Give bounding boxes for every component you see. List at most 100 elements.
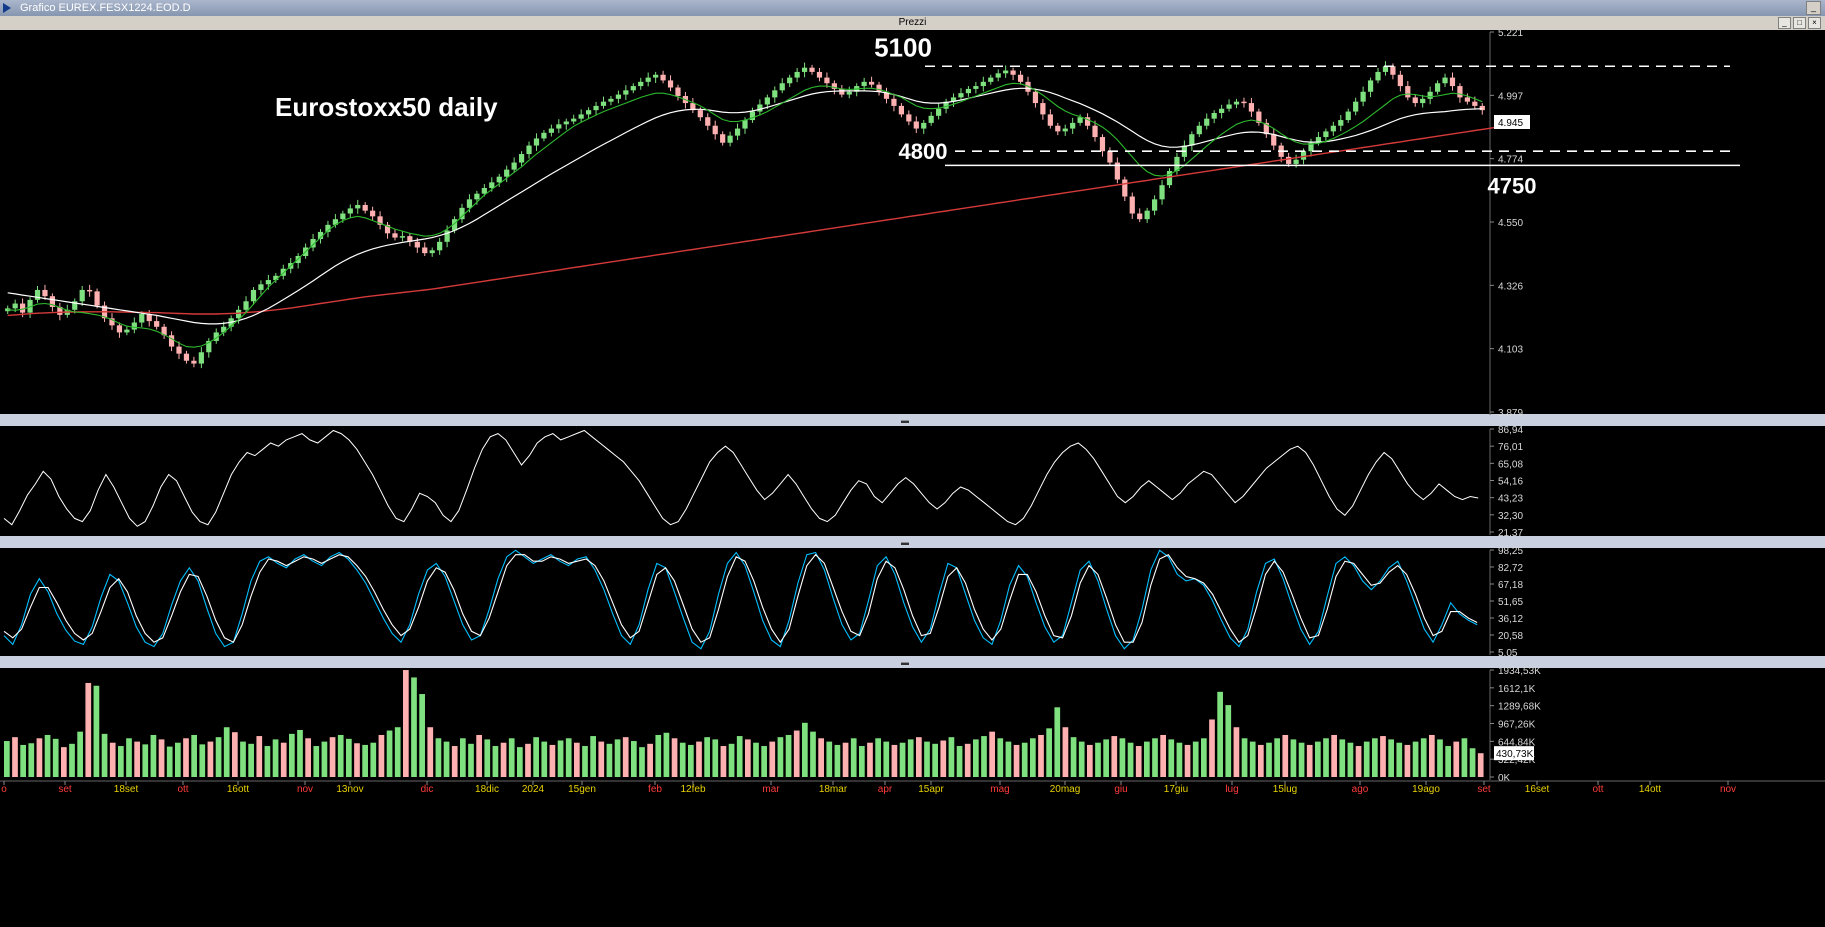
volume-bar — [948, 737, 955, 777]
volume-bar — [1477, 753, 1484, 777]
x-tick-label: 16set — [1525, 784, 1550, 795]
panel-separator — [0, 656, 1825, 668]
window-title: Grafico EUREX.FESX1224.EOD.D — [20, 2, 191, 14]
candle-body — [1211, 112, 1217, 119]
panel-maximize-button[interactable]: □ — [1793, 17, 1806, 29]
candle-body — [1166, 171, 1173, 186]
candle-body — [347, 208, 353, 214]
candle-body — [451, 219, 458, 231]
y-tick-label: 1289,68K — [1498, 702, 1541, 713]
panel-minimize-button[interactable]: _ — [1778, 17, 1791, 29]
volume-bar — [1192, 741, 1199, 777]
x-tick-label: 18set — [114, 784, 139, 795]
volume-bar — [907, 739, 914, 777]
x-tick-label: 15apr — [918, 784, 944, 795]
volume-bar — [1404, 744, 1411, 777]
candle-body — [667, 80, 674, 88]
candle-body — [317, 231, 324, 239]
candle-body — [720, 134, 726, 143]
candle-body — [645, 77, 651, 82]
volume-bar — [924, 741, 930, 777]
candle-body — [653, 74, 659, 78]
candle-body — [1308, 142, 1314, 152]
volume-bar — [370, 742, 377, 777]
volume-bar — [565, 738, 572, 777]
volume-bar — [525, 743, 531, 777]
volume-bar — [574, 742, 580, 777]
x-tick-label: mar — [762, 784, 780, 795]
volume-bar — [1013, 744, 1020, 777]
candle-body — [191, 360, 197, 364]
volume-bar — [1176, 742, 1183, 777]
y-tick-label: 1934,53K — [1498, 666, 1541, 677]
candle-body — [787, 77, 793, 84]
volume-bar — [826, 741, 833, 777]
x-tick-label: 20mag — [1050, 784, 1081, 795]
volume-bar — [956, 746, 963, 777]
candle-body — [355, 205, 361, 209]
candle-body — [1457, 86, 1463, 98]
candle-body — [764, 97, 770, 105]
candle-body — [42, 289, 48, 297]
volume-bar — [1144, 741, 1150, 777]
chart-area[interactable]: ▬ ▬ ▬ 5.221 4.997 4.774 4.550 4.326 4.103 3.879 51… — [0, 30, 1825, 927]
candle-body — [213, 332, 219, 341]
candle-body — [980, 81, 986, 87]
candle-body — [1204, 118, 1210, 126]
candle-body — [1315, 137, 1322, 143]
volume-bar — [1233, 727, 1240, 777]
y-tick-label: 322,42K — [1498, 755, 1536, 766]
candle-body — [243, 301, 249, 310]
x-tick-label: dic — [421, 784, 434, 795]
y-tick-label: 644,84K — [1498, 737, 1536, 748]
candle-body — [1241, 101, 1247, 104]
candle-body — [1092, 125, 1098, 138]
x-tick-label: 2024 — [522, 784, 545, 795]
volume-bar — [964, 743, 971, 777]
candle-body — [1226, 104, 1232, 109]
candle-body — [1405, 86, 1411, 98]
x-tick-label: 14ott — [1639, 784, 1661, 795]
candle-body — [57, 306, 63, 315]
volume-last-label: 430,73K — [1496, 749, 1534, 760]
volume-bar — [280, 742, 287, 777]
candle-body — [1129, 196, 1135, 214]
x-tick-label: ago — [1352, 784, 1369, 795]
volume-bar — [28, 743, 35, 777]
volume-bar — [289, 733, 295, 777]
candle-body — [1360, 91, 1366, 102]
candle-body — [124, 329, 130, 333]
y-tick-label: 86,94 — [1498, 425, 1523, 436]
volume-bar — [419, 694, 425, 777]
volume-bar — [12, 737, 18, 777]
candle-body — [198, 352, 204, 364]
minimize-button[interactable]: _ — [1806, 1, 1821, 15]
candle-body — [831, 83, 837, 89]
volume-bar — [663, 732, 670, 777]
volume-bar — [1030, 738, 1036, 777]
candle-body — [578, 114, 584, 119]
volume-bar — [1062, 727, 1069, 777]
volume-bar — [52, 738, 59, 777]
y-tick-label: 43,23 — [1498, 494, 1523, 505]
volume-bar — [199, 744, 206, 777]
candle-body — [749, 111, 756, 121]
y-tick-label: 4.550 — [1498, 218, 1523, 229]
volume-bar — [44, 734, 51, 777]
volume-bar — [859, 746, 865, 777]
volume-bar — [728, 743, 735, 777]
panel-close-button[interactable]: × — [1808, 17, 1821, 29]
candle-body — [154, 321, 160, 327]
candle-body — [1137, 213, 1143, 220]
candle-body — [392, 233, 398, 238]
volume-bar — [777, 737, 784, 777]
chart-title: Eurostoxx50 daily — [275, 92, 498, 122]
volume-bar — [1241, 738, 1248, 777]
candle-body — [258, 284, 264, 290]
volume-bar — [850, 738, 857, 777]
volume-bar — [183, 738, 189, 777]
candle-body — [928, 115, 934, 123]
candle-body — [504, 169, 510, 177]
candle-body — [1151, 199, 1158, 211]
volume-bar — [1078, 741, 1085, 777]
